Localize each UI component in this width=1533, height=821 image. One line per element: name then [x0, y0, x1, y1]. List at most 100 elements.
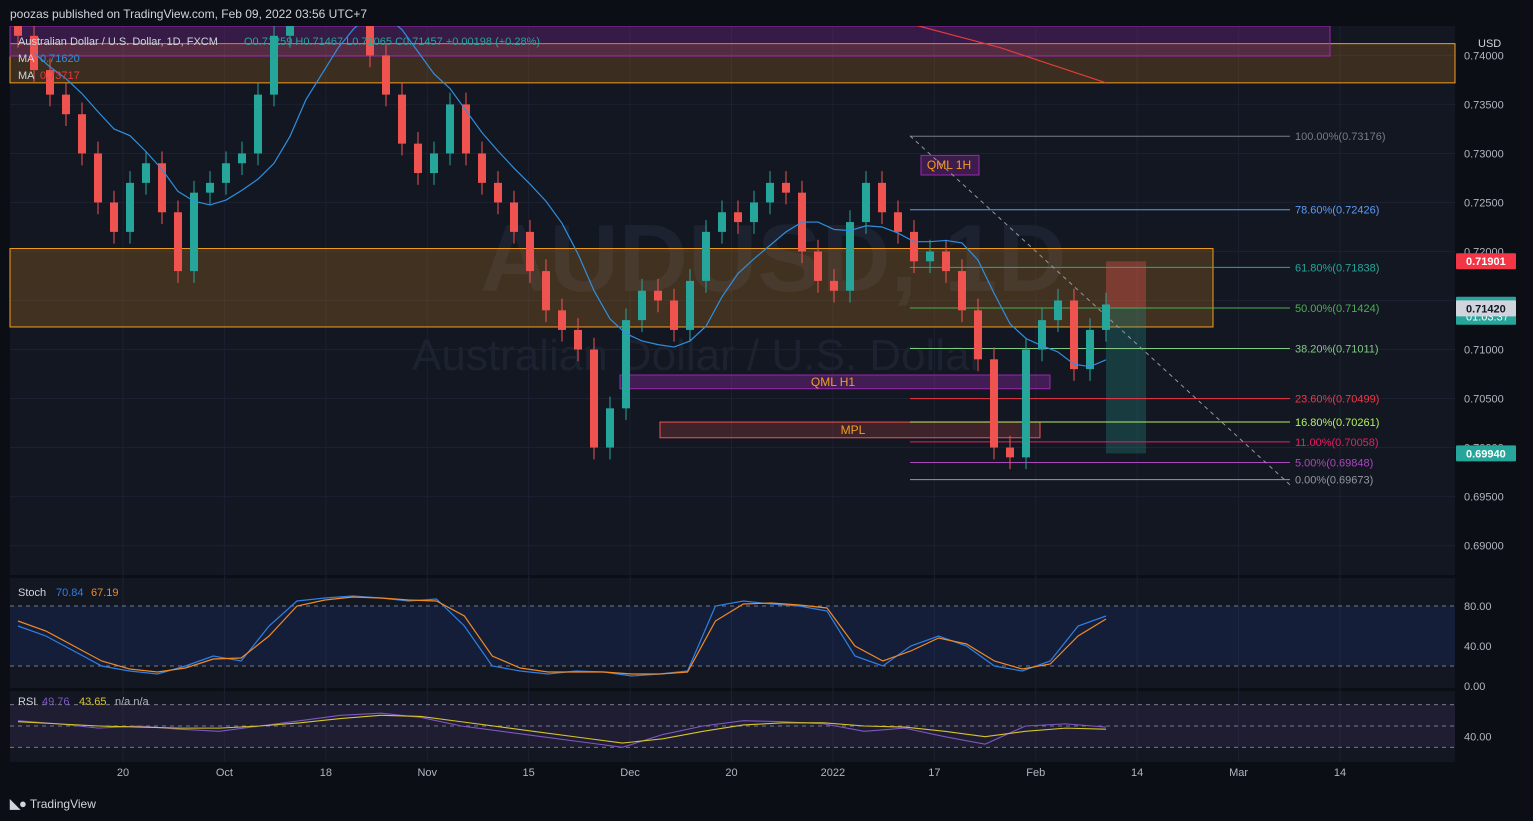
watermark-ticker: AUDUSD, 1D — [480, 205, 1067, 312]
candle-body — [254, 94, 262, 154]
purple-zone-top — [9, 26, 1331, 57]
ma-fast-line — [33, 26, 1107, 368]
candle-body — [510, 202, 518, 232]
rsi-value: 49.76 — [42, 696, 70, 708]
candle-body — [862, 182, 870, 223]
candle-body — [238, 153, 246, 164]
candle-body — [942, 251, 950, 272]
candle-body — [782, 182, 790, 193]
candle-body — [750, 202, 758, 223]
x-tick-label: 14 — [1334, 767, 1346, 779]
candle-body — [702, 231, 710, 281]
candle-body — [990, 359, 998, 448]
candle-body — [654, 290, 662, 301]
x-tick-label: 18 — [320, 767, 332, 779]
candle-body — [462, 104, 470, 154]
stoch-k-value: 70.84 — [56, 587, 84, 599]
y-tick-label: 0.74000 — [1464, 50, 1504, 62]
stoch-label: Stoch — [18, 587, 46, 599]
candle-body — [590, 349, 598, 448]
footer-bar: ◣● TradingView — [0, 786, 1533, 821]
candle-body — [974, 310, 982, 360]
candle-body — [1006, 447, 1014, 458]
fib-label: 5.00%(0.69848) — [1295, 457, 1373, 469]
ohlc-legend: O0.71259 H0.71467 L0.71065 C0.71457 +0.0… — [244, 36, 540, 48]
candle-body — [382, 55, 390, 95]
fib-trendline — [909, 135, 1291, 486]
candle-body — [430, 153, 438, 174]
candle-body — [1070, 300, 1078, 370]
fib-label: 0.00%(0.69673) — [1295, 475, 1373, 487]
stoch-tick: 80.00 — [1464, 601, 1492, 613]
candle-body — [1086, 329, 1094, 370]
stoch-pane-bg — [10, 578, 1455, 688]
ma1-legend-value: 0.71620 — [40, 53, 80, 65]
price-tag — [1456, 300, 1516, 317]
stoch-band — [10, 606, 1455, 666]
candle-body — [1102, 304, 1110, 330]
candle-body — [718, 212, 726, 232]
candle-body — [270, 35, 278, 95]
candle-body — [126, 182, 134, 232]
reward-box — [1106, 308, 1146, 454]
ma-slow-line — [916, 26, 1107, 84]
x-tick-label: Nov — [417, 767, 437, 779]
stoch-tick: 40.00 — [1464, 641, 1492, 653]
y-tick-label: 0.73500 — [1464, 99, 1504, 111]
rsi-line — [17, 712, 1107, 748]
rsi-ma-line — [17, 714, 1107, 744]
candle-body — [638, 290, 646, 321]
y-tick-label: 0.71000 — [1464, 345, 1504, 357]
candle-body — [366, 26, 374, 56]
fib-label: 38.20%(0.71011) — [1295, 343, 1379, 355]
fib-label: 78.60%(0.72426) — [1295, 205, 1379, 217]
candle-body — [222, 163, 230, 183]
candle-body — [46, 70, 54, 95]
candle-body — [78, 114, 86, 154]
candle-body — [1054, 300, 1062, 321]
price-tag — [1456, 253, 1516, 270]
publisher-text: poozas published on TradingView.com, Feb… — [10, 7, 368, 21]
risk-box — [1106, 261, 1146, 309]
rsi-extra: n/a n/a — [115, 696, 150, 708]
candle-body — [14, 26, 22, 36]
supply-zone-top — [9, 43, 1456, 84]
fib-label: 50.00%(0.71424) — [1295, 303, 1379, 315]
chart-canvas[interactable]: AUDUSD, 1D Australian Dollar / U.S. Doll… — [0, 26, 1533, 786]
candle-body — [878, 182, 886, 213]
y-tick-label: 0.70500 — [1464, 394, 1504, 406]
price-tag-label: 0.71420 — [1466, 303, 1506, 315]
tradingview-mark-icon: ◣● — [10, 796, 27, 811]
stoch-d-value: 67.19 — [91, 587, 119, 599]
fib-label: 11.00%(0.70058) — [1295, 437, 1379, 449]
x-tick-label: Feb — [1026, 767, 1045, 779]
fib-label: 16.80%(0.70261) — [1295, 417, 1379, 429]
rsi-label: RSI — [18, 696, 36, 708]
candle-body — [670, 300, 678, 330]
x-tick-label: 20 — [117, 767, 129, 779]
tradingview-logo[interactable]: ◣● TradingView — [10, 796, 96, 812]
candle-body — [174, 212, 182, 272]
candle-body — [286, 26, 294, 36]
candle-body — [766, 182, 774, 203]
x-tick-label: Oct — [216, 767, 233, 779]
candle-body — [910, 231, 918, 262]
candle-body — [110, 202, 118, 232]
symbol-legend: Australian Dollar / U.S. Dollar, 1D, FXC… — [18, 36, 218, 48]
candle-body — [206, 182, 214, 193]
price-tag-label: 0.69940 — [1466, 448, 1506, 460]
x-tick-label: 15 — [523, 767, 535, 779]
brand-text: TradingView — [29, 797, 96, 811]
zone-annotation: QML H1 — [811, 375, 856, 389]
candle-body — [414, 143, 422, 174]
stoch-tick: 0.00 — [1464, 681, 1485, 693]
candle-body — [958, 271, 966, 311]
price-tag-label: 0.71901 — [1466, 256, 1506, 268]
zone-annotation: MPL — [841, 423, 866, 437]
x-tick-label: 20 — [725, 767, 737, 779]
x-tick-label: 2022 — [821, 767, 845, 779]
watermark-name: Australian Dollar / U.S. Dollar — [412, 331, 984, 380]
candle-body — [926, 251, 934, 262]
stoch-d-line — [17, 596, 1107, 675]
candle-body — [622, 320, 630, 409]
